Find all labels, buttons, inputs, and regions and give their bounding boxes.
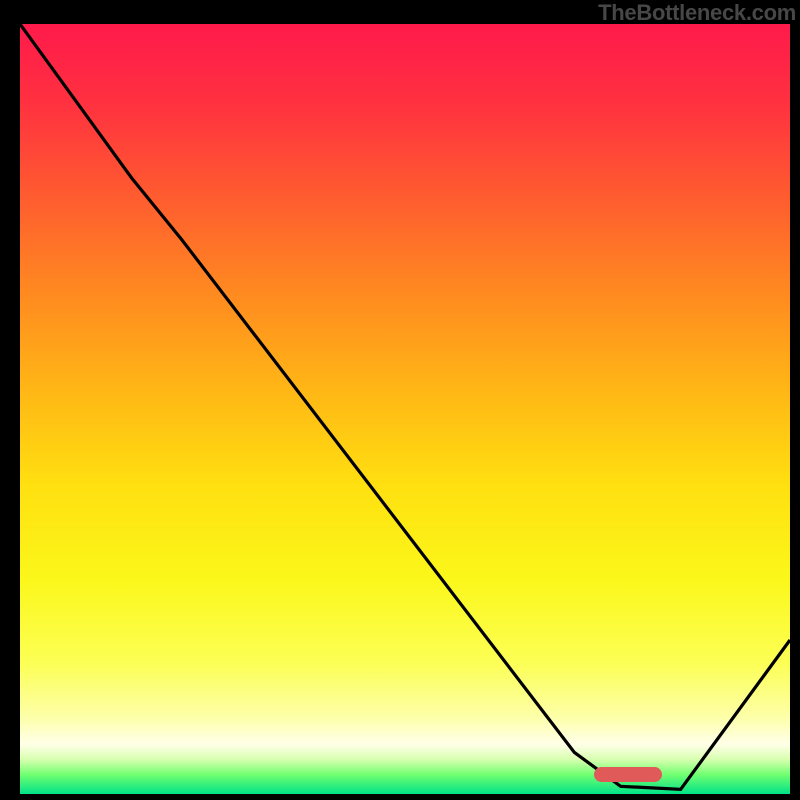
plot-area (20, 24, 790, 788)
optimum-marker (594, 767, 662, 782)
attribution-text: TheBottleneck.com (598, 0, 796, 26)
curve-line (20, 24, 790, 794)
chart-frame: TheBottleneck.com (0, 0, 800, 800)
